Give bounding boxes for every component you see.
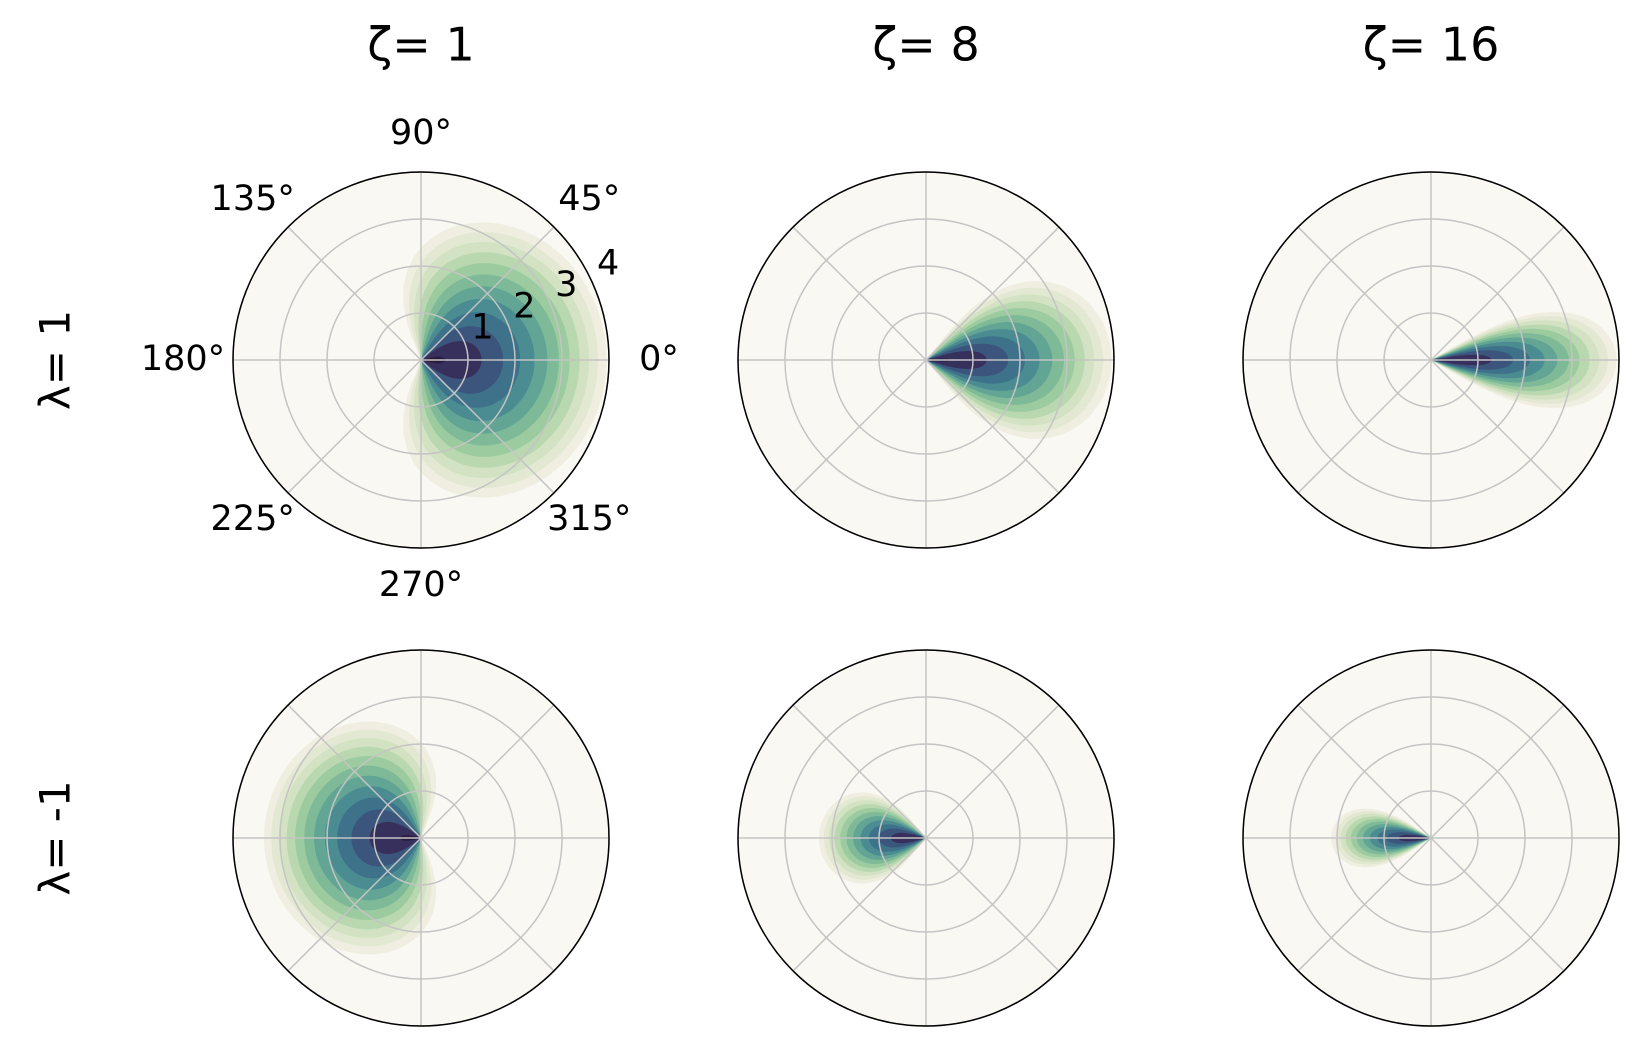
angular-grid-line	[1297, 837, 1432, 972]
angular-grid-line	[925, 704, 1060, 839]
theta-tick-label: 180°	[141, 339, 225, 379]
polar-frame	[737, 171, 1115, 549]
angular-grid-line	[287, 226, 422, 361]
angular-grid-line	[287, 704, 422, 839]
angular-grid-line	[925, 226, 1060, 361]
polar-frame	[737, 649, 1115, 1027]
r-tick-label: 4	[597, 244, 619, 284]
row-title: λ= 1	[31, 310, 80, 410]
theta-tick-label: 90°	[390, 113, 452, 153]
angular-grid-line	[420, 226, 555, 361]
polar-frame	[1242, 171, 1620, 549]
polar-panel	[737, 171, 1115, 549]
r-tick-label: 1	[471, 308, 493, 348]
angular-grid-line	[420, 359, 555, 494]
angular-grid-line	[792, 704, 927, 839]
polar-panel	[232, 649, 610, 1027]
angular-grid-line	[1297, 226, 1432, 361]
angular-grid-line	[420, 837, 555, 972]
polar-panel	[737, 649, 1115, 1027]
angular-grid-line	[792, 359, 927, 494]
theta-tick-label: 225°	[211, 499, 295, 539]
angular-grid-line	[287, 359, 422, 494]
angular-grid-line	[287, 837, 422, 972]
angular-grid-line	[925, 837, 1060, 972]
angular-grid-line	[420, 704, 555, 839]
angular-grid-line	[1430, 226, 1565, 361]
r-tick-label: 3	[555, 265, 577, 305]
angular-grid-line	[1430, 359, 1565, 494]
theta-tick-label: 45°	[558, 179, 620, 219]
polar-frame	[232, 171, 610, 549]
theta-tick-label: 0°	[639, 339, 679, 379]
angular-grid-line	[792, 837, 927, 972]
angular-grid-line	[792, 226, 927, 361]
column-title: ζ= 16	[1363, 18, 1500, 72]
angular-grid-line	[925, 359, 1060, 494]
r-tick-label: 2	[513, 286, 535, 326]
angular-grid-line	[1430, 837, 1565, 972]
polar-frame	[232, 649, 610, 1027]
angular-grid-line	[1297, 704, 1432, 839]
column-title: ζ= 1	[367, 18, 474, 72]
theta-tick-label: 135°	[211, 179, 295, 219]
row-title: λ= -1	[31, 780, 80, 895]
polar-frame	[1242, 649, 1620, 1027]
theta-tick-label: 270°	[379, 565, 463, 605]
angular-grid-line	[1430, 704, 1565, 839]
polar-panel	[1242, 649, 1620, 1027]
theta-tick-label: 315°	[547, 499, 631, 539]
angular-grid-line	[1297, 359, 1432, 494]
column-title: ζ= 8	[872, 18, 979, 72]
polar-panel	[1242, 171, 1620, 549]
